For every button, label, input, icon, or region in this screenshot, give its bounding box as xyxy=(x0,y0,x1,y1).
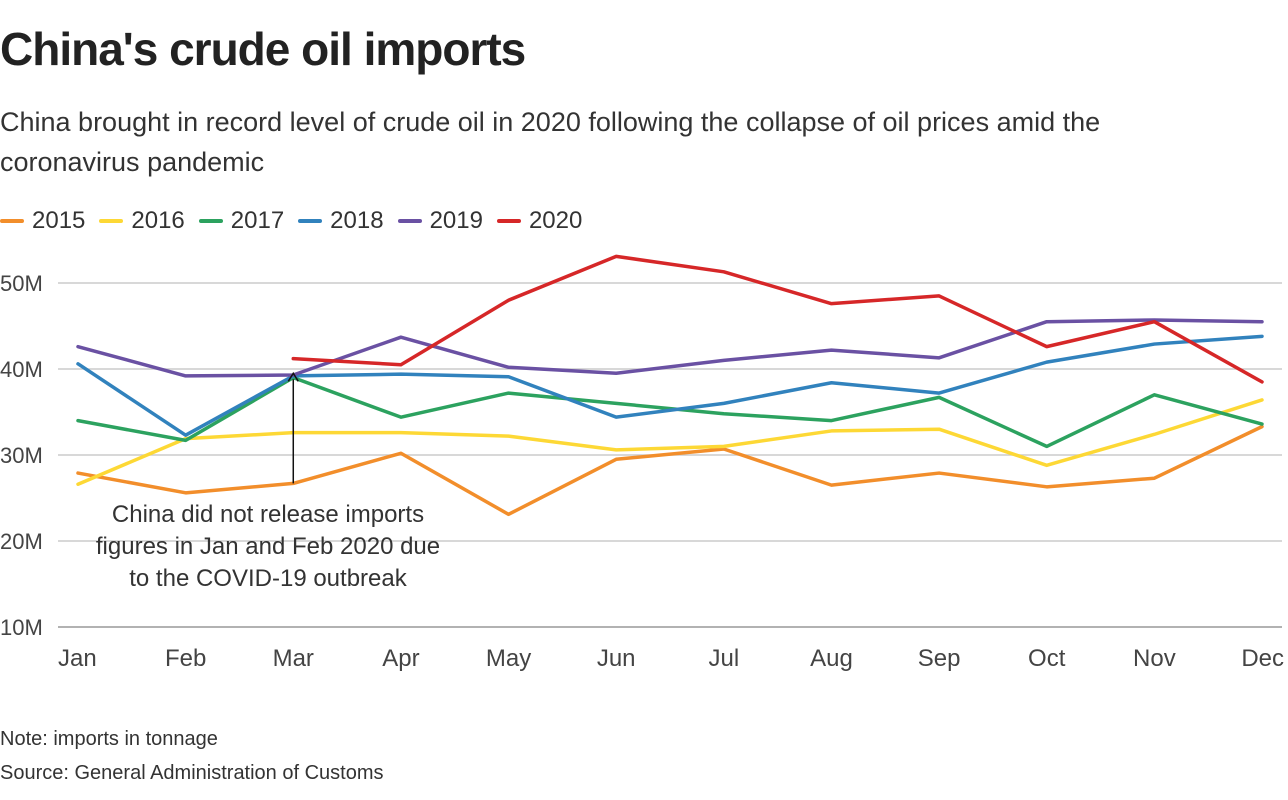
note-text: Note: imports in tonnage xyxy=(0,728,218,750)
x-tick-label: Dec xyxy=(1241,645,1284,672)
y-tick-label: 20M xyxy=(0,529,43,554)
annotation-text: figures in Jan and Feb 2020 due xyxy=(96,533,440,560)
x-tick-label: May xyxy=(486,645,531,672)
legend-label: 2017 xyxy=(230,207,285,234)
x-tick-label: Jan xyxy=(58,645,97,672)
y-tick-label: 40M xyxy=(0,357,43,382)
legend-item-2016: 2016 xyxy=(99,207,185,235)
series-line-2015 xyxy=(76,424,1264,517)
y-tick-label: 10M xyxy=(0,615,43,640)
y-tick-label: 30M xyxy=(0,443,43,468)
legend-item-2019: 2019 xyxy=(397,207,483,235)
x-tick-label: Nov xyxy=(1133,645,1176,672)
legend-item-2020: 2020 xyxy=(496,207,583,235)
x-tick-label: Mar xyxy=(273,645,314,672)
legend-label: 2018 xyxy=(330,207,384,234)
x-tick-label: Jun xyxy=(597,645,636,672)
x-tick-label: Oct xyxy=(1028,645,1066,672)
legend-swatch xyxy=(99,219,124,223)
chart-subtitle: China brought in record level of crude o… xyxy=(0,107,1101,177)
legend-label: 2019 xyxy=(429,207,483,234)
series-line-2020 xyxy=(291,254,1264,384)
legend-item-2015: 2015 xyxy=(0,207,85,235)
legend-label: 2015 xyxy=(32,207,86,234)
x-tick-label: Jul xyxy=(708,645,739,672)
chart-title: China's crude oil imports xyxy=(0,23,526,75)
legend-label: 2016 xyxy=(131,207,185,234)
legend-label: 2020 xyxy=(528,207,583,234)
series-line-2018 xyxy=(76,334,1264,437)
x-tick-label: Apr xyxy=(382,645,419,672)
y-tick-label: 50M xyxy=(0,271,43,296)
legend-swatch xyxy=(496,219,521,223)
source-text: Source: General Administration of Custom… xyxy=(0,762,384,784)
legend: 2015 2016 2017 2018 2019 2020 xyxy=(0,207,582,235)
legend-item-2018: 2018 xyxy=(298,207,384,235)
x-tick-label: Aug xyxy=(810,645,853,672)
series-line-2019 xyxy=(76,318,1264,378)
legend-swatch xyxy=(397,219,422,223)
annotation-text: to the COVID-19 outbreak xyxy=(129,565,407,592)
annotation-arrowhead-icon xyxy=(287,371,299,382)
legend-swatch xyxy=(198,219,223,223)
x-tick-label: Sep xyxy=(918,645,961,672)
legend-swatch xyxy=(298,219,323,223)
annotation-text: China did not release imports xyxy=(112,501,424,528)
legend-item-2017: 2017 xyxy=(198,207,285,235)
series-line-2016 xyxy=(76,398,1264,486)
legend-swatch xyxy=(0,219,24,223)
x-tick-label: Feb xyxy=(165,645,206,672)
